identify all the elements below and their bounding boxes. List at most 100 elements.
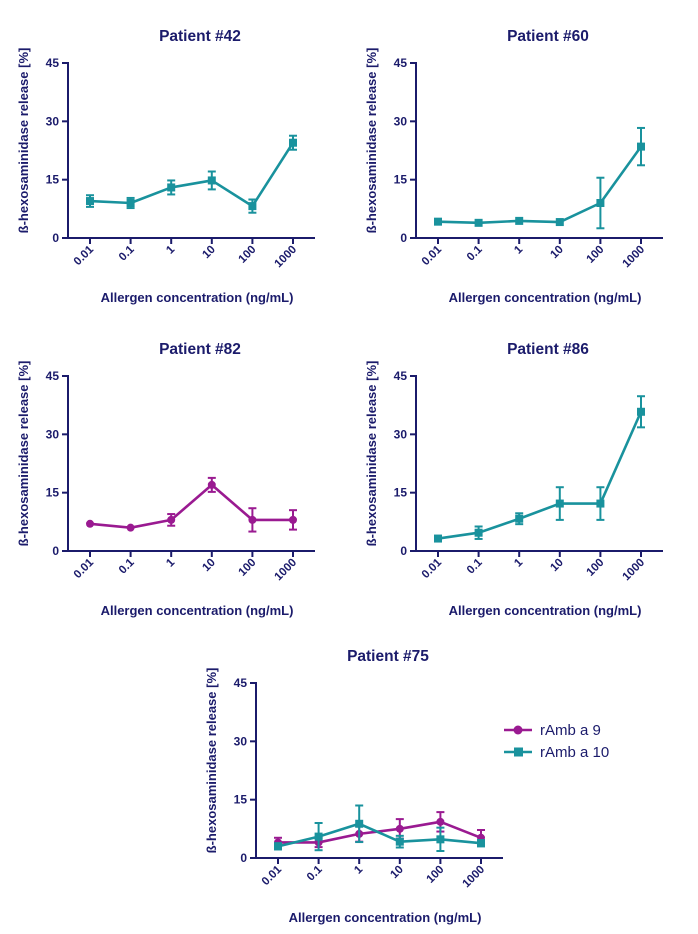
- y-tick-label: 45: [46, 56, 60, 70]
- x-tick-label: 0.01: [420, 243, 445, 268]
- x-tick-label: 10: [200, 244, 218, 262]
- y-tick-label: 15: [394, 486, 408, 500]
- x-tick-label: 0.01: [72, 556, 97, 581]
- x-tick-label: 100: [584, 244, 606, 266]
- legend-label: rAmb a 9: [540, 722, 601, 739]
- data-point: [515, 514, 524, 523]
- x-tick-label: 0.1: [117, 556, 137, 576]
- data-point: [395, 837, 404, 846]
- x-tick-label: 1: [164, 243, 177, 256]
- x-tick-label: 1000: [273, 244, 300, 271]
- x-tick-label: 0.01: [72, 243, 97, 268]
- x-tick-label: 0.01: [260, 863, 285, 888]
- y-tick-label: 45: [394, 56, 408, 70]
- series-ramb-a-10: [274, 804, 485, 852]
- y-tick-label: 0: [400, 544, 407, 558]
- data-point: [434, 534, 442, 543]
- data-point: [637, 407, 645, 416]
- legend-item: rAmb a 9: [504, 722, 601, 739]
- data-point: [355, 819, 364, 828]
- x-tick-label: 100: [236, 244, 258, 266]
- x-tick-label: 0.1: [305, 863, 325, 883]
- x-tick-label: 1000: [621, 244, 648, 271]
- data-point: [474, 528, 483, 537]
- y-tick-label: 30: [394, 427, 408, 441]
- data-point: [477, 839, 485, 848]
- y-axis-label: ß-hexosaminidase release [%]: [364, 361, 379, 547]
- y-axis-label: ß-hexosaminidase release [%]: [364, 48, 379, 234]
- data-point: [314, 832, 323, 841]
- legend-marker: [513, 725, 523, 735]
- data-point: [515, 216, 524, 225]
- series-line: [277, 822, 482, 848]
- x-tick-label: 0.1: [465, 556, 485, 576]
- legend-marker: [514, 747, 523, 757]
- x-tick-label: 1000: [461, 864, 488, 891]
- data-point: [474, 218, 483, 227]
- chart-panel-1: Patient #42 0 15 30 45 0.01 0.1 1 10 100 1000 ß-hex…: [16, 28, 315, 305]
- x-tick-label: 1: [352, 863, 365, 876]
- y-tick-label: 15: [234, 793, 248, 807]
- data-point: [596, 199, 605, 207]
- y-tick-label: 30: [394, 114, 408, 128]
- series-ramb-a-10: [86, 134, 297, 214]
- chart-title: Patient #82: [159, 341, 241, 358]
- y-tick-label: 30: [234, 734, 248, 748]
- data-point: [436, 817, 445, 826]
- y-tick-label: 15: [46, 486, 60, 500]
- x-tick-label: 100: [236, 557, 258, 579]
- series-line: [437, 145, 643, 225]
- y-tick-label: 0: [52, 544, 59, 558]
- x-tick-label: 1: [164, 556, 177, 569]
- data-point: [555, 499, 564, 508]
- chart-panel-2: Patient #60 0 15 30 45 0.01 0.1 1 10 100 1000 ß-hex…: [364, 28, 663, 305]
- x-tick-label: 10: [548, 244, 566, 262]
- legend-item: rAmb a 10: [504, 744, 609, 761]
- legend: rAmb a 9 rAmb a 10: [504, 722, 609, 761]
- chart-title: Patient #86: [507, 341, 589, 358]
- y-tick-label: 0: [52, 231, 59, 245]
- data-point: [289, 138, 297, 147]
- legend-label: rAmb a 10: [540, 744, 609, 761]
- chart-title: Patient #42: [159, 28, 241, 45]
- x-tick-label: 1: [512, 243, 525, 256]
- data-point: [248, 515, 257, 524]
- data-point: [126, 523, 135, 532]
- x-tick-label: 1: [512, 556, 525, 569]
- x-tick-label: 0.1: [465, 243, 485, 263]
- x-axis-label: Allergen concentration (ng/mL): [289, 910, 482, 925]
- chart-title: Patient #60: [507, 28, 589, 45]
- chart-panel-5: Patient #75 0 15 30 45 0.01 0.1 1 10 100 1000 ß-hex…: [204, 648, 609, 925]
- y-tick-label: 15: [46, 173, 60, 187]
- series-line: [437, 411, 643, 540]
- series-ramb-a-9: [86, 476, 297, 533]
- data-point: [434, 217, 442, 226]
- x-axis-label: Allergen concentration (ng/mL): [101, 603, 294, 618]
- data-point: [167, 183, 176, 192]
- x-tick-label: 10: [388, 864, 406, 882]
- data-point: [637, 142, 645, 151]
- data-point: [207, 176, 216, 185]
- y-axis-label: ß-hexosaminidase release [%]: [204, 668, 219, 854]
- y-tick-label: 45: [46, 369, 60, 383]
- y-tick-label: 0: [400, 231, 407, 245]
- series-line: [89, 483, 293, 529]
- data-point: [436, 835, 445, 844]
- y-tick-label: 0: [240, 851, 247, 865]
- y-tick-label: 45: [394, 369, 408, 383]
- data-point: [126, 199, 135, 207]
- data-point: [86, 197, 94, 206]
- x-axis-label: Allergen concentration (ng/mL): [449, 603, 642, 618]
- x-tick-label: 0.01: [420, 556, 445, 581]
- data-point: [395, 824, 404, 833]
- x-tick-label: 1000: [273, 557, 300, 584]
- x-tick-label: 0.1: [117, 243, 137, 263]
- series-line: [89, 142, 295, 208]
- data-point: [207, 480, 216, 489]
- chart-panel-3: Patient #82 0 15 30 45 0.01 0.1 1 10 100 1000 ß-hex…: [16, 341, 315, 618]
- x-tick-label: 10: [548, 557, 566, 575]
- data-point: [289, 515, 297, 524]
- data-point: [596, 499, 605, 508]
- chart-title: Patient #75: [347, 648, 429, 665]
- y-axis-label: ß-hexosaminidase release [%]: [16, 48, 31, 234]
